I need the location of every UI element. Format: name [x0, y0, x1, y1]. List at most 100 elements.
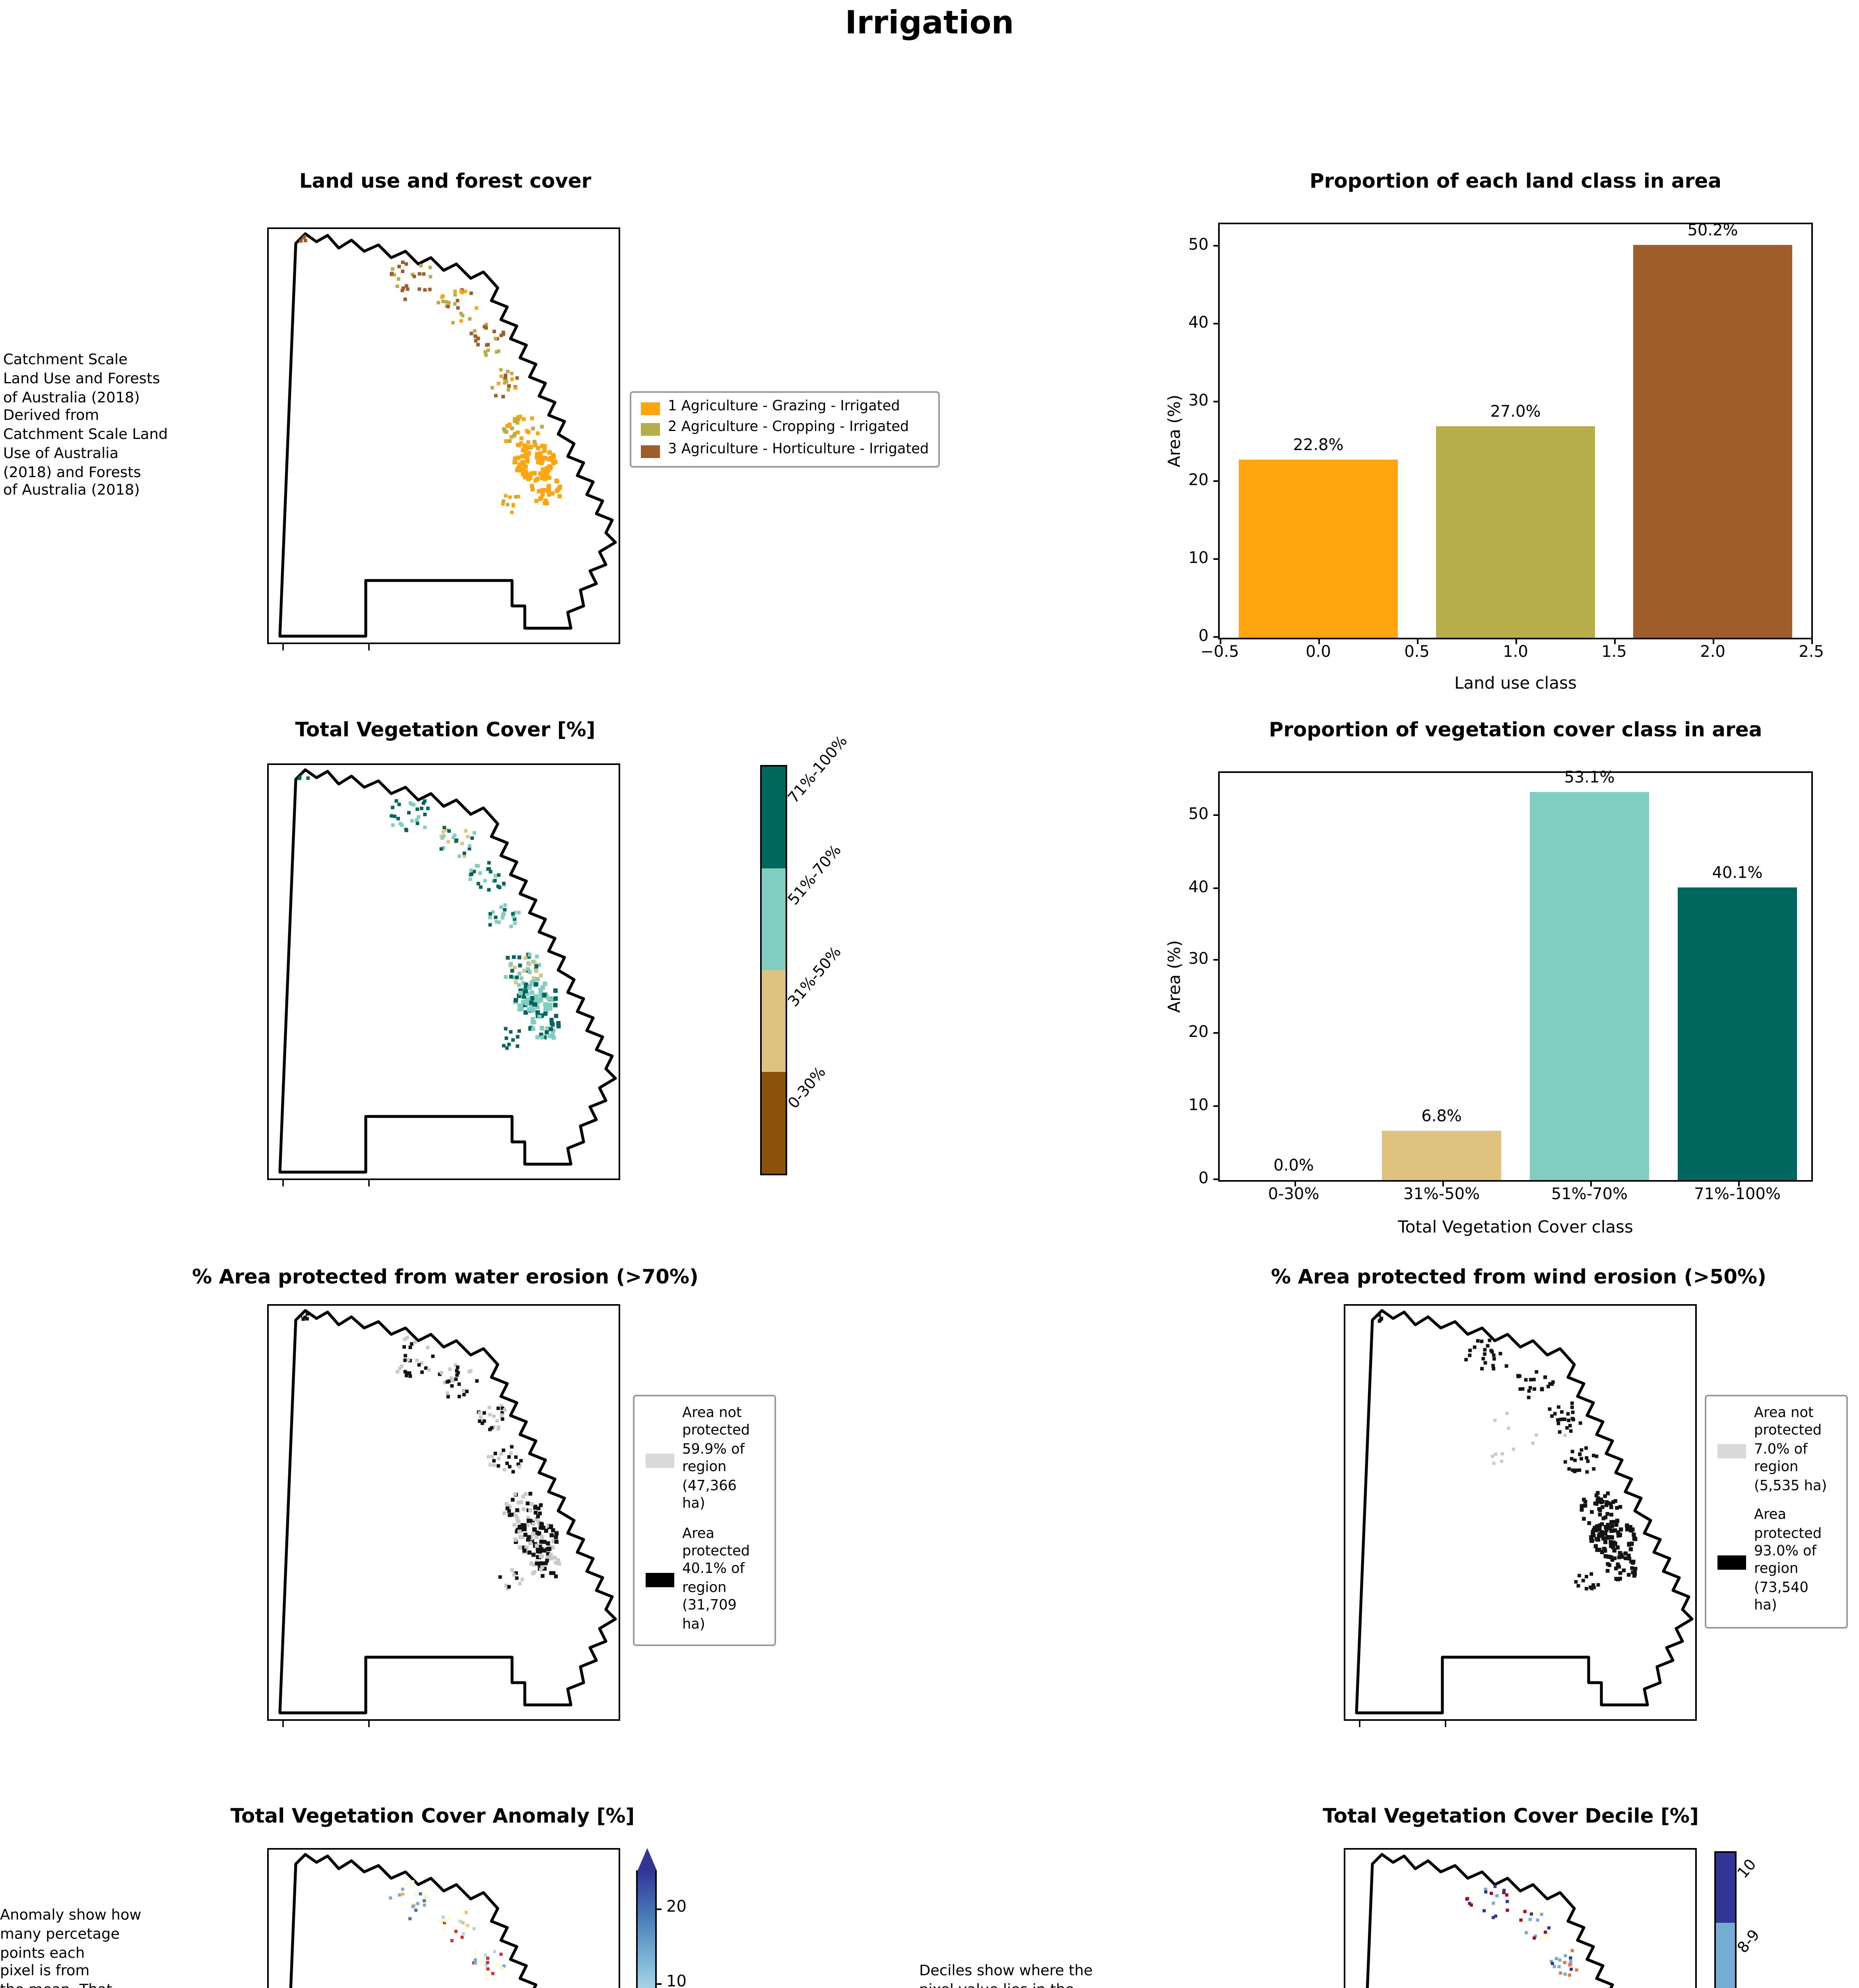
x-tick-label: −0.5 [1200, 644, 1239, 662]
colorbar-label: 71%-100% [785, 733, 852, 808]
veg-map-title: Total Vegetation Cover [%] [295, 717, 596, 741]
x-tick-label: 0.0 [1306, 644, 1331, 662]
colorbar-label: 10 [1735, 1857, 1760, 1883]
colorbar-label: 31%-50% [785, 944, 846, 1011]
x-tick-label: 1.0 [1503, 644, 1528, 662]
bar-value-label: 22.8% [1293, 437, 1344, 454]
x-tick-mark [1737, 1180, 1739, 1186]
map-frame [267, 227, 620, 644]
legend-item: 1 Agriculture - Grazing - Irrigated [641, 399, 929, 417]
x-tick-label: 0-30% [1268, 1186, 1320, 1204]
legend-label: Area protected 40.1% of region (31,709 h… [682, 1526, 750, 1633]
y-tick-mark [1213, 1033, 1220, 1034]
page-title: Irrigation [845, 3, 1014, 41]
bar-value-label: 40.1% [1712, 865, 1763, 883]
colorbar-tick-mark [655, 1908, 662, 1910]
legend-label: Area not protected 7.0% of region (5,535… [1754, 1406, 1827, 1495]
catchment-outline [1366, 1853, 1614, 1988]
y-tick-mark [1213, 401, 1220, 403]
map-frame [1344, 1848, 1697, 1988]
y-tick-label: 30 [1188, 393, 1209, 411]
landuse-legend: 1 Agriculture - Grazing - Irrigated 2 Agr… [630, 391, 940, 468]
x-tick-mark [1294, 1180, 1295, 1186]
map-frame [267, 763, 620, 1180]
landuse-chart-ylabel: Area (%) [1166, 394, 1185, 468]
legend-swatch [641, 423, 660, 436]
y-tick-mark [1213, 959, 1220, 961]
map-pixels [299, 235, 562, 514]
legend-label: Area not protected 59.9% of region (47,3… [682, 1406, 750, 1513]
catchment-outline [1355, 1309, 1694, 1714]
map-frame [1344, 1304, 1697, 1721]
legend-item: Area not protected 59.9% of region (47,3… [646, 1406, 763, 1515]
colorbar-label: 0-30% [785, 1064, 830, 1113]
y-tick-label: 20 [1188, 1025, 1209, 1042]
map-pixels [297, 772, 561, 1050]
y-tick-mark [1213, 1178, 1220, 1180]
catchment-outline [289, 1853, 538, 1988]
y-tick-label: 30 [1188, 951, 1209, 969]
landuse-map-title: Land use and forest cover [299, 169, 592, 192]
legend-swatch [646, 1573, 674, 1588]
colorbar-tick-label: 20 [666, 1899, 687, 1916]
y-tick-label: 0 [1198, 1171, 1209, 1188]
bar [1436, 426, 1595, 638]
y-tick-label: 50 [1188, 237, 1209, 254]
bar [1678, 887, 1797, 1180]
x-tick-mark [1516, 638, 1517, 644]
legend-swatch [646, 1453, 674, 1468]
y-tick-mark [1213, 1105, 1220, 1107]
y-tick-label: 10 [1188, 550, 1209, 568]
legend-swatch [1717, 1444, 1746, 1459]
bar [1382, 1130, 1501, 1180]
veg-cover-map [267, 763, 620, 1186]
landuse-chart-title: Proportion of each land class in area [1310, 169, 1721, 192]
y-tick-label: 20 [1188, 472, 1209, 489]
bar [1239, 459, 1397, 638]
legend-item: Area not protected 7.0% of region (5,535… [1717, 1406, 1835, 1497]
colorbar-segment [762, 970, 786, 1072]
legend-label: 3 Agriculture - Horticulture - Irrigated [668, 442, 929, 458]
y-tick-mark [1213, 887, 1220, 888]
wind-map-title: % Area protected from wind erosion (>50%… [1271, 1264, 1766, 1288]
x-tick-mark [1220, 638, 1221, 644]
legend-swatch [641, 402, 660, 415]
y-tick-mark [1213, 323, 1220, 325]
y-tick-label: 40 [1188, 315, 1209, 333]
anomaly-map [267, 1848, 620, 1988]
x-tick-mark [1713, 638, 1714, 644]
bar-value-label: 50.2% [1687, 222, 1738, 240]
water-erosion-map [267, 1304, 620, 1727]
catchment-outline [278, 232, 617, 638]
wind-erosion-map [1344, 1304, 1697, 1727]
y-tick-label: 40 [1188, 879, 1209, 896]
colorbar-label: 8-9 [1735, 1927, 1764, 1958]
x-tick-label: 2.5 [1799, 644, 1824, 662]
x-tick-mark [1614, 638, 1616, 644]
y-tick-label: 50 [1188, 806, 1209, 823]
map-pixels [1376, 1310, 1638, 1590]
veg-chart-title: Proportion of vegetation cover class in … [1269, 717, 1762, 741]
map-frame [267, 1304, 620, 1721]
bar [1530, 792, 1649, 1180]
bar [1634, 245, 1792, 638]
colorbar-segment [1716, 1923, 1735, 1988]
y-tick-mark [1213, 480, 1220, 481]
legend-label: 1 Agriculture - Grazing - Irrigated [668, 399, 900, 415]
colorbar-segment [762, 767, 786, 868]
map-frame [267, 1848, 620, 1988]
x-tick-label: 1.5 [1601, 644, 1627, 662]
veg-colorbar: 71%-100% 51%-70% 31%-50% 0-30% [760, 734, 852, 1175]
landuse-barchart: 22.8% 27.0% 50.2% 0 10 20 30 40 50 −0.5 0.0 0.5 1.0 1… [1188, 222, 1824, 661]
veg-barchart: 0.0% 6.8% 53.1% 40.1% 0 10 20 30 40 50 0-30% 31%-50… [1188, 771, 1813, 1203]
water-map-title: % Area protected from water erosion (>70… [192, 1264, 699, 1288]
anomaly-colorbar: 20100−10−20 [636, 1848, 687, 1988]
x-tick-label: 71%-100% [1694, 1186, 1781, 1204]
veg-chart-xlabel: Total Vegetation Cover class [1398, 1218, 1633, 1237]
y-tick-mark [1213, 558, 1220, 560]
x-tick-mark [1442, 1180, 1443, 1186]
colorbar-tick-label: 10 [666, 1974, 687, 1988]
map-pixels [1465, 1885, 1578, 1977]
x-tick-label: 2.0 [1700, 644, 1725, 662]
legend-label: 2 Agriculture - Cropping - Irrigated [668, 420, 909, 437]
